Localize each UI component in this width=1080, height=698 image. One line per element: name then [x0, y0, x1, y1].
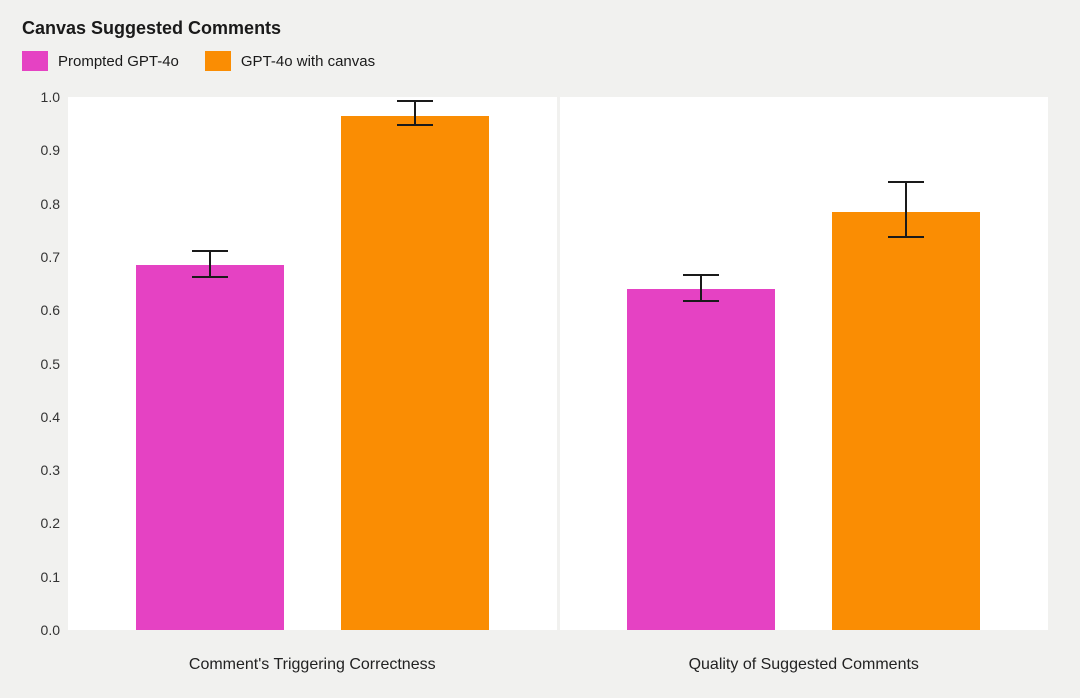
- legend-swatch-0: [22, 51, 48, 71]
- bar: [832, 212, 980, 630]
- bar-pair: [68, 97, 557, 630]
- error-bar-cap-bottom: [192, 276, 228, 278]
- chart-panel: [560, 97, 1049, 630]
- y-tick: 1.0: [41, 89, 60, 105]
- plot-area: [68, 97, 1048, 630]
- legend: Prompted GPT-4o GPT-4o with canvas: [22, 51, 1058, 71]
- error-bar-cap-bottom: [397, 124, 433, 126]
- error-bar-cap-top: [888, 181, 924, 183]
- error-bar-whisker: [700, 276, 702, 303]
- chart-area: 0.00.10.20.30.40.50.60.70.80.91.0 Commen…: [22, 97, 1058, 688]
- x-axis-label: Comment's Triggering Correctness: [68, 652, 557, 674]
- error-bar-cap-top: [192, 250, 228, 252]
- y-tick: 0.9: [41, 142, 60, 158]
- error-bar-whisker: [905, 183, 907, 238]
- error-bar-whisker: [209, 252, 211, 279]
- error-bar-whisker: [414, 102, 416, 126]
- y-tick: 0.6: [41, 302, 60, 318]
- y-tick: 0.2: [41, 515, 60, 531]
- bar: [627, 289, 775, 630]
- y-tick: 0.1: [41, 569, 60, 585]
- legend-label-1: GPT-4o with canvas: [241, 53, 375, 70]
- legend-item-0: Prompted GPT-4o: [22, 51, 179, 71]
- error-bar-cap-bottom: [888, 236, 924, 238]
- bar: [341, 116, 489, 630]
- bar-slot: [804, 97, 1048, 630]
- bar-slot: [312, 97, 556, 630]
- y-axis: 0.00.10.20.30.40.50.60.70.80.91.0: [22, 97, 68, 630]
- chart-title: Canvas Suggested Comments: [22, 18, 1058, 39]
- chart-panel: [68, 97, 557, 630]
- y-tick: 0.7: [41, 249, 60, 265]
- legend-swatch-1: [205, 51, 231, 71]
- y-tick: 0.4: [41, 409, 60, 425]
- bar-pair: [560, 97, 1049, 630]
- y-tick: 0.8: [41, 196, 60, 212]
- x-axis-labels: Comment's Triggering CorrectnessQuality …: [68, 652, 1048, 674]
- y-tick: 0.3: [41, 462, 60, 478]
- error-bar-cap-bottom: [683, 300, 719, 302]
- legend-item-1: GPT-4o with canvas: [205, 51, 375, 71]
- bar-slot: [560, 97, 804, 630]
- x-axis-label: Quality of Suggested Comments: [560, 652, 1049, 674]
- bar: [136, 265, 284, 630]
- error-bar-cap-top: [397, 100, 433, 102]
- bar-slot: [68, 97, 312, 630]
- error-bar-cap-top: [683, 274, 719, 276]
- legend-label-0: Prompted GPT-4o: [58, 53, 179, 70]
- y-tick: 0.5: [41, 356, 60, 372]
- y-tick: 0.0: [41, 622, 60, 638]
